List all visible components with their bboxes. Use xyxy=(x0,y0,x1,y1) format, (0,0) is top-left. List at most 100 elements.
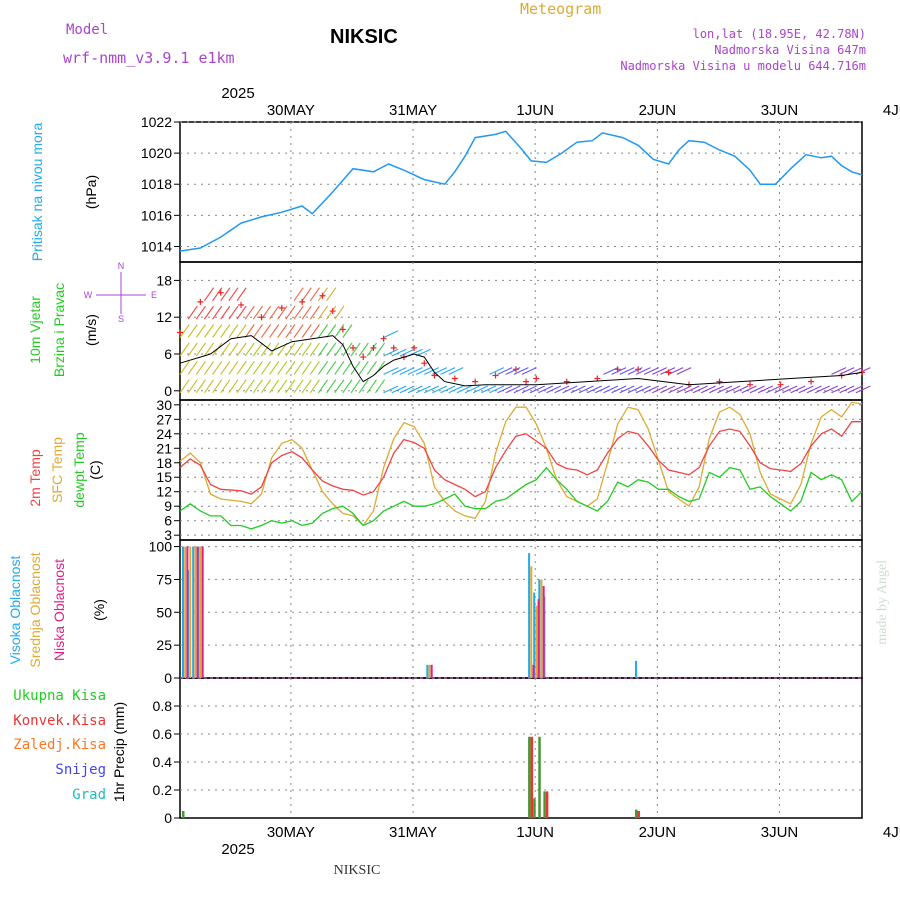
pressure-line xyxy=(179,130,863,252)
wind-arrow xyxy=(260,379,272,394)
elevation-text: Nadmorska Visina 647m xyxy=(714,43,866,57)
wind-arrow xyxy=(709,385,725,394)
cloud-ylabel-mid: Srednja Oblacnost xyxy=(27,552,43,667)
x-tick-label-bottom: 1JUN xyxy=(516,824,554,841)
wind-arrow xyxy=(350,360,361,375)
wind-arrow xyxy=(374,379,386,394)
wind-arrow xyxy=(692,385,708,394)
wind-arrow xyxy=(676,367,692,375)
wind-arrow xyxy=(285,360,296,375)
precip-bar xyxy=(543,791,546,818)
wind-gust-marker xyxy=(665,369,672,376)
wind-arrow xyxy=(481,385,497,394)
compass-s: S xyxy=(118,314,124,324)
wind-arrow xyxy=(383,367,399,375)
y-tick-label: 9 xyxy=(164,498,172,514)
y-tick-label: 0.6 xyxy=(153,726,173,742)
wind-arrow xyxy=(203,360,215,375)
wind-arrow xyxy=(432,385,448,394)
wind-arrow xyxy=(521,367,537,375)
wind-arrow xyxy=(293,324,304,338)
cloud-bar xyxy=(196,546,199,678)
wind-arrow xyxy=(252,379,263,394)
wind-arrow xyxy=(684,385,700,394)
precip-ylabel: 1hr Precip (mm) xyxy=(111,702,127,802)
year-bottom: 2025 xyxy=(221,841,254,858)
wind-arrow xyxy=(391,367,407,375)
wind-gust-marker xyxy=(411,344,418,351)
wind-arrow xyxy=(440,367,456,375)
wind-arrow xyxy=(293,379,304,394)
cloud-bar xyxy=(542,586,545,678)
x-tick-label-top: 3JUN xyxy=(761,102,799,119)
wind-gust-marker xyxy=(492,372,499,379)
wind-arrow xyxy=(342,379,353,394)
wind-arrow xyxy=(383,330,399,339)
wind-arrow xyxy=(203,324,215,338)
wind-arrow xyxy=(643,385,659,394)
cloud-bar xyxy=(533,592,536,678)
wind-arrow xyxy=(749,385,765,394)
wind-arrow xyxy=(212,379,223,394)
wind-gust-marker xyxy=(431,372,438,379)
wind-arrow xyxy=(301,360,312,375)
precip-bar xyxy=(528,736,531,818)
wind-arrow xyxy=(472,385,488,394)
station-title: NIKSIC xyxy=(330,26,398,48)
wind-arrow xyxy=(513,367,529,375)
wind-gust-marker xyxy=(472,378,479,385)
wind-arrow xyxy=(725,385,741,394)
wind-arrow xyxy=(733,385,749,394)
legend-conv-rain: Konvek.Kisa xyxy=(13,713,106,729)
wind-arrow xyxy=(187,379,198,394)
precip-bar xyxy=(533,798,536,818)
wind-arrow xyxy=(407,385,423,394)
compass-e: E xyxy=(151,290,157,300)
wind-arrow xyxy=(643,367,659,375)
legend-hail: Grad xyxy=(72,787,106,803)
wind-gust-marker xyxy=(421,360,428,367)
cloud-bar xyxy=(535,605,538,678)
y-tick-label: 1018 xyxy=(141,176,172,192)
wind-arrow xyxy=(309,324,320,338)
cloud-bar xyxy=(540,579,543,678)
y-tick-label: 30 xyxy=(156,397,172,413)
cloud-bar xyxy=(634,660,637,678)
wind-arrow xyxy=(383,385,399,394)
temp-ylabel-sfc: SFC Temp xyxy=(49,437,65,503)
wind-gust-marker xyxy=(614,366,621,373)
wind-arrow xyxy=(195,324,206,338)
wind-arrow xyxy=(342,324,353,338)
wind-arrow xyxy=(326,287,337,302)
wind-arrow xyxy=(220,360,231,375)
y-tick-label: 18 xyxy=(156,455,172,471)
wind-arrow xyxy=(627,367,643,375)
wind-arrow xyxy=(399,367,415,375)
wind-gust-marker xyxy=(523,378,530,385)
wind-arrow xyxy=(570,385,586,394)
cloud-bar xyxy=(528,553,531,678)
wind-arrow xyxy=(415,385,431,394)
wind-ylabel-2: Brzina i Pravac xyxy=(51,283,67,377)
wind-arrow xyxy=(260,324,272,338)
wind-arrow xyxy=(203,287,215,302)
wind-gust-marker xyxy=(197,298,204,305)
wind-ylabel-1: 10m Vjetar xyxy=(27,296,43,364)
wind-arrow xyxy=(187,360,198,375)
wind-arrow xyxy=(350,342,361,357)
precip-bar xyxy=(530,736,534,818)
wind-arrow xyxy=(179,324,190,338)
wind-arrow xyxy=(782,385,798,394)
y-tick-label: 6 xyxy=(164,513,172,529)
wind-arrow xyxy=(203,379,215,394)
wind-arrow xyxy=(195,379,206,394)
wind-arrow xyxy=(277,360,288,375)
y-tick-label: 6 xyxy=(164,346,172,362)
y-tick-label: 18 xyxy=(156,272,172,288)
y-tick-label: 21 xyxy=(156,440,172,456)
wind-arrow xyxy=(790,385,806,394)
wind-arrow xyxy=(806,385,822,394)
wind-arrow xyxy=(757,385,773,394)
x-tick-label-bottom: 3JUN xyxy=(761,824,799,841)
cloud-bar xyxy=(194,546,197,678)
